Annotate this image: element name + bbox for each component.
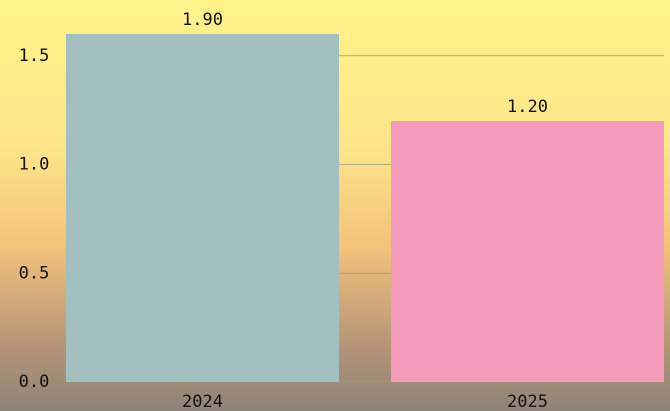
bar: [66, 34, 339, 382]
y-tick-label: 1.5: [19, 46, 50, 66]
bar: [391, 121, 664, 382]
x-tick-label: 2024: [182, 392, 223, 411]
value-label: 1.20: [507, 97, 548, 117]
x-tick-label: 2025: [507, 392, 548, 411]
y-tick-label: 1.0: [19, 155, 50, 175]
y-tick-label: 0.0: [19, 372, 50, 392]
y-tick-label: 0.5: [19, 263, 50, 283]
value-label: 1.90: [182, 10, 223, 30]
